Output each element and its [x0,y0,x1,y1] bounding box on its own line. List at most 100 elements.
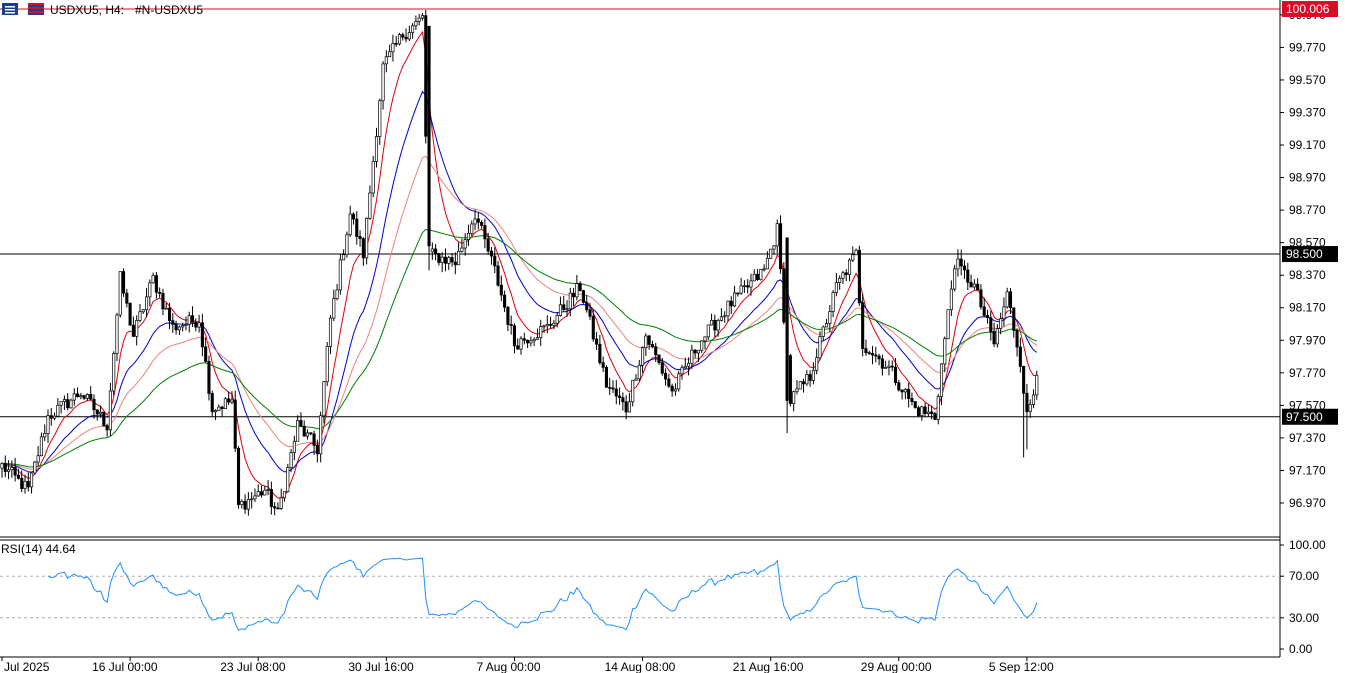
candle[interactable] [644,333,648,356]
candle[interactable] [499,275,503,302]
candle[interactable] [769,248,773,259]
candle[interactable] [821,325,825,341]
candle[interactable] [723,311,727,323]
candle[interactable] [92,394,96,419]
candle[interactable] [956,249,960,277]
candle[interactable] [552,319,556,330]
candle[interactable] [683,357,687,370]
candle[interactable] [887,360,891,376]
candle[interactable] [739,277,743,295]
rsi-panel[interactable]: RSI(14) 44.64 100.00 70.00 30.00 0.00 [0,538,1326,658]
candle[interactable] [854,248,858,256]
candle[interactable] [703,336,707,350]
candle[interactable] [312,430,316,455]
candle[interactable] [503,290,507,313]
candle[interactable] [627,393,631,413]
candle[interactable] [476,212,480,230]
candle[interactable] [1002,297,1006,327]
candle[interactable] [30,472,34,494]
candle[interactable] [296,415,300,442]
candle[interactable] [542,324,546,333]
candle[interactable] [795,380,799,395]
candle[interactable] [39,432,43,457]
candle[interactable] [144,287,149,318]
candle[interactable] [765,251,769,270]
candle[interactable] [174,320,178,335]
candle[interactable] [223,397,227,410]
candle[interactable] [660,358,664,376]
candle[interactable] [273,502,277,516]
candle[interactable] [365,217,369,265]
candle[interactable] [801,378,806,393]
candle[interactable] [890,360,894,372]
candle[interactable] [102,411,106,427]
candle[interactable] [328,315,333,355]
candle[interactable] [457,242,461,266]
candle[interactable] [581,289,585,304]
candle[interactable] [913,401,917,409]
candle[interactable] [404,28,408,43]
candle[interactable] [828,305,832,333]
candle[interactable] [430,242,434,260]
candle[interactable] [240,499,244,509]
candle[interactable] [190,306,195,327]
candle[interactable] [992,322,996,348]
candle[interactable] [204,337,208,363]
candle[interactable] [315,439,319,463]
candle[interactable] [650,340,654,349]
candlestick-series[interactable] [0,9,1039,516]
candle[interactable] [486,232,490,255]
price-panel[interactable]: 99.97099.77099.57099.37099.17098.97098.7… [0,0,1338,657]
candle[interactable] [210,390,214,417]
candle[interactable] [496,260,500,287]
candle[interactable] [923,402,927,417]
candle[interactable] [138,303,142,323]
candle[interactable] [710,313,714,326]
candle[interactable] [483,218,487,249]
candle[interactable] [434,244,438,261]
candle[interactable] [62,395,66,410]
candle[interactable] [309,432,313,436]
candle[interactable] [397,32,402,46]
candle[interactable] [558,296,563,317]
candle[interactable] [420,12,425,21]
candle[interactable] [259,485,264,498]
candle[interactable] [844,269,848,282]
candle[interactable] [305,429,310,440]
candle[interactable] [1012,307,1016,338]
candle[interactable] [227,391,231,406]
candle[interactable] [299,412,303,427]
candle[interactable] [930,405,934,420]
candle[interactable] [1008,287,1013,315]
candle[interactable] [417,13,421,26]
candle[interactable] [976,278,980,291]
candle[interactable] [424,9,428,144]
candle[interactable] [677,370,681,392]
candle[interactable] [59,401,63,414]
candle[interactable] [874,346,878,363]
candle[interactable] [1031,389,1036,409]
candle[interactable] [480,220,484,229]
candle[interactable] [680,364,684,380]
candle[interactable] [775,219,779,254]
candle[interactable] [733,285,737,308]
candle[interactable] [463,233,467,256]
candle[interactable] [516,338,520,350]
candle[interactable] [121,268,126,297]
candle[interactable] [470,220,474,237]
candle[interactable] [411,23,415,39]
candle[interactable] [979,284,983,310]
candle[interactable] [926,404,930,417]
candle[interactable] [509,315,513,335]
candle[interactable] [526,339,530,349]
candle[interactable] [762,264,766,272]
candle[interactable] [351,212,356,225]
candle[interactable] [197,314,201,333]
candle[interactable] [131,316,135,338]
candle[interactable] [374,127,379,168]
candle[interactable] [729,296,733,315]
candle[interactable] [66,393,70,411]
candle[interactable] [56,398,60,417]
candle[interactable] [841,270,845,285]
candle[interactable] [920,405,924,421]
